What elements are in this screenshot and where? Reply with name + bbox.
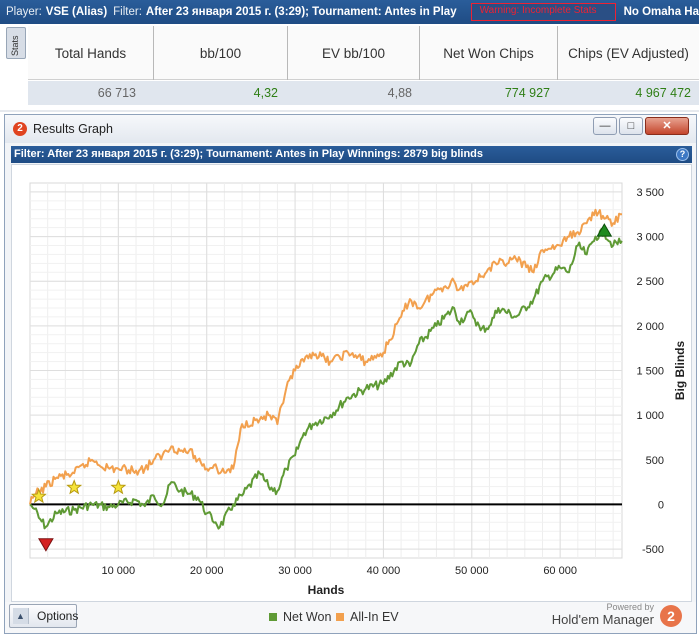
chevron-up-icon: ▲ (13, 608, 29, 624)
x-tick-label: 50 000 (455, 565, 489, 577)
legend-all-in-ev[interactable]: All-In EV (336, 610, 399, 624)
y-tick-label: 2 500 (636, 276, 664, 288)
app-logo-icon: 2 (13, 122, 27, 136)
filter-value[interactable]: After 23 января 2015 г. (3:29); Tourname… (145, 6, 457, 18)
powered-by-label: Powered by (606, 602, 654, 612)
window-titlebar[interactable]: 2 Results Graph — □ ✕ (5, 115, 696, 143)
window-title: Results Graph (33, 122, 113, 136)
y-tick-label: 500 (646, 455, 664, 467)
y-tick-label: 2 000 (636, 321, 664, 333)
stats-value-ev-bb100: 4,88 (387, 86, 412, 100)
graph-filter-bar: Filter: After 23 января 2015 г. (3:29); … (11, 146, 692, 163)
stats-header-net-won-chips[interactable]: Net Won Chips (420, 26, 558, 80)
star-marker-icon (30, 487, 47, 504)
incomplete-stats-warning[interactable]: Warning: Incomplete Stats (470, 3, 616, 21)
options-button[interactable]: ▲ Options (9, 604, 79, 628)
brand-name: Hold'em Manager (551, 612, 654, 627)
omaha-notice: No Omaha Ha (623, 6, 699, 18)
stats-header-bb100[interactable]: bb/100 (154, 26, 288, 80)
legend-all-in-ev-swatch (336, 613, 344, 621)
results-chart-area: 10 000 20 000 30 000 40 000 50 000 60 000 -500… (11, 164, 692, 602)
y-axis-title: Big Blinds (673, 341, 687, 401)
stats-value-chips-ev: 4 967 472 (635, 86, 691, 100)
powered-by-block: Powered by Hold'em Manager (552, 602, 654, 627)
help-icon[interactable]: ? (676, 148, 689, 161)
all-in-ev-line (29, 208, 622, 505)
min-marker-icon (38, 538, 54, 552)
graph-filter-text: Filter: After 23 января 2015 г. (3:29); … (14, 148, 484, 160)
stats-tab-label: Stats (10, 35, 20, 56)
options-label: Options (37, 609, 79, 623)
stats-value-bb100: 4,32 (253, 86, 278, 100)
max-marker-icon (596, 223, 613, 237)
filter-key: Filter: (113, 6, 142, 18)
x-tick-label: 60 000 (543, 565, 577, 577)
y-tick-label: 3 500 (636, 187, 664, 199)
star-marker-icon (110, 479, 127, 495)
y-tick-label: 0 (658, 499, 664, 511)
stats-values-row: 66 713 4,32 4,88 774 927 4 967 472 (28, 81, 699, 105)
stats-value-total-hands: 66 713 (97, 86, 136, 100)
section-divider (0, 110, 699, 112)
graph-bottom-bar: ▲ Options Net Won All-In EV Powered by H… (5, 602, 696, 633)
results-graph-window: 2 Results Graph — □ ✕ Filter: After 23 я… (4, 114, 697, 634)
y-tick-label: 1 500 (636, 366, 664, 378)
legend-all-in-ev-label: All-In EV (350, 610, 399, 624)
stats-header-ev-bb100[interactable]: EV bb/100 (288, 26, 420, 80)
star-marker-icon (66, 479, 83, 495)
results-chart: 10 000 20 000 30 000 40 000 50 000 60 000 -500… (29, 182, 687, 597)
net-won-line (29, 228, 623, 530)
x-axis-title: Hands (308, 583, 345, 597)
maximize-button[interactable]: □ (619, 117, 643, 135)
player-info-bar: Player: VSE (Alias) Filter: After 23 янв… (0, 0, 699, 24)
stats-header-row: Total Hands bb/100 EV bb/100 Net Won Chi… (28, 26, 699, 80)
x-tick-label: 10 000 (102, 565, 136, 577)
y-tick-label: -500 (642, 544, 664, 556)
minimize-button[interactable]: — (593, 117, 617, 135)
stats-header-chips-ev[interactable]: Chips (EV Adjusted) (568, 45, 689, 61)
player-value[interactable]: VSE (Alias) (45, 6, 108, 18)
player-key: Player: (6, 6, 42, 18)
legend-net-won-swatch (269, 613, 277, 621)
y-tick-label: 1 000 (636, 410, 664, 422)
x-tick-label: 30 000 (278, 565, 312, 577)
stats-side-tab[interactable]: Stats (6, 27, 26, 59)
x-tick-label: 40 000 (367, 565, 401, 577)
close-button[interactable]: ✕ (645, 117, 689, 135)
x-tick-label: 20 000 (190, 565, 224, 577)
y-tick-label: 3 000 (636, 232, 664, 244)
legend-net-won-label: Net Won (283, 610, 332, 624)
stats-value-net-won-chips: 774 927 (504, 86, 550, 100)
stats-header-total-hands[interactable]: Total Hands (28, 26, 154, 80)
legend-net-won[interactable]: Net Won (269, 610, 331, 624)
holdem-manager-logo-icon: 2 (660, 605, 682, 627)
